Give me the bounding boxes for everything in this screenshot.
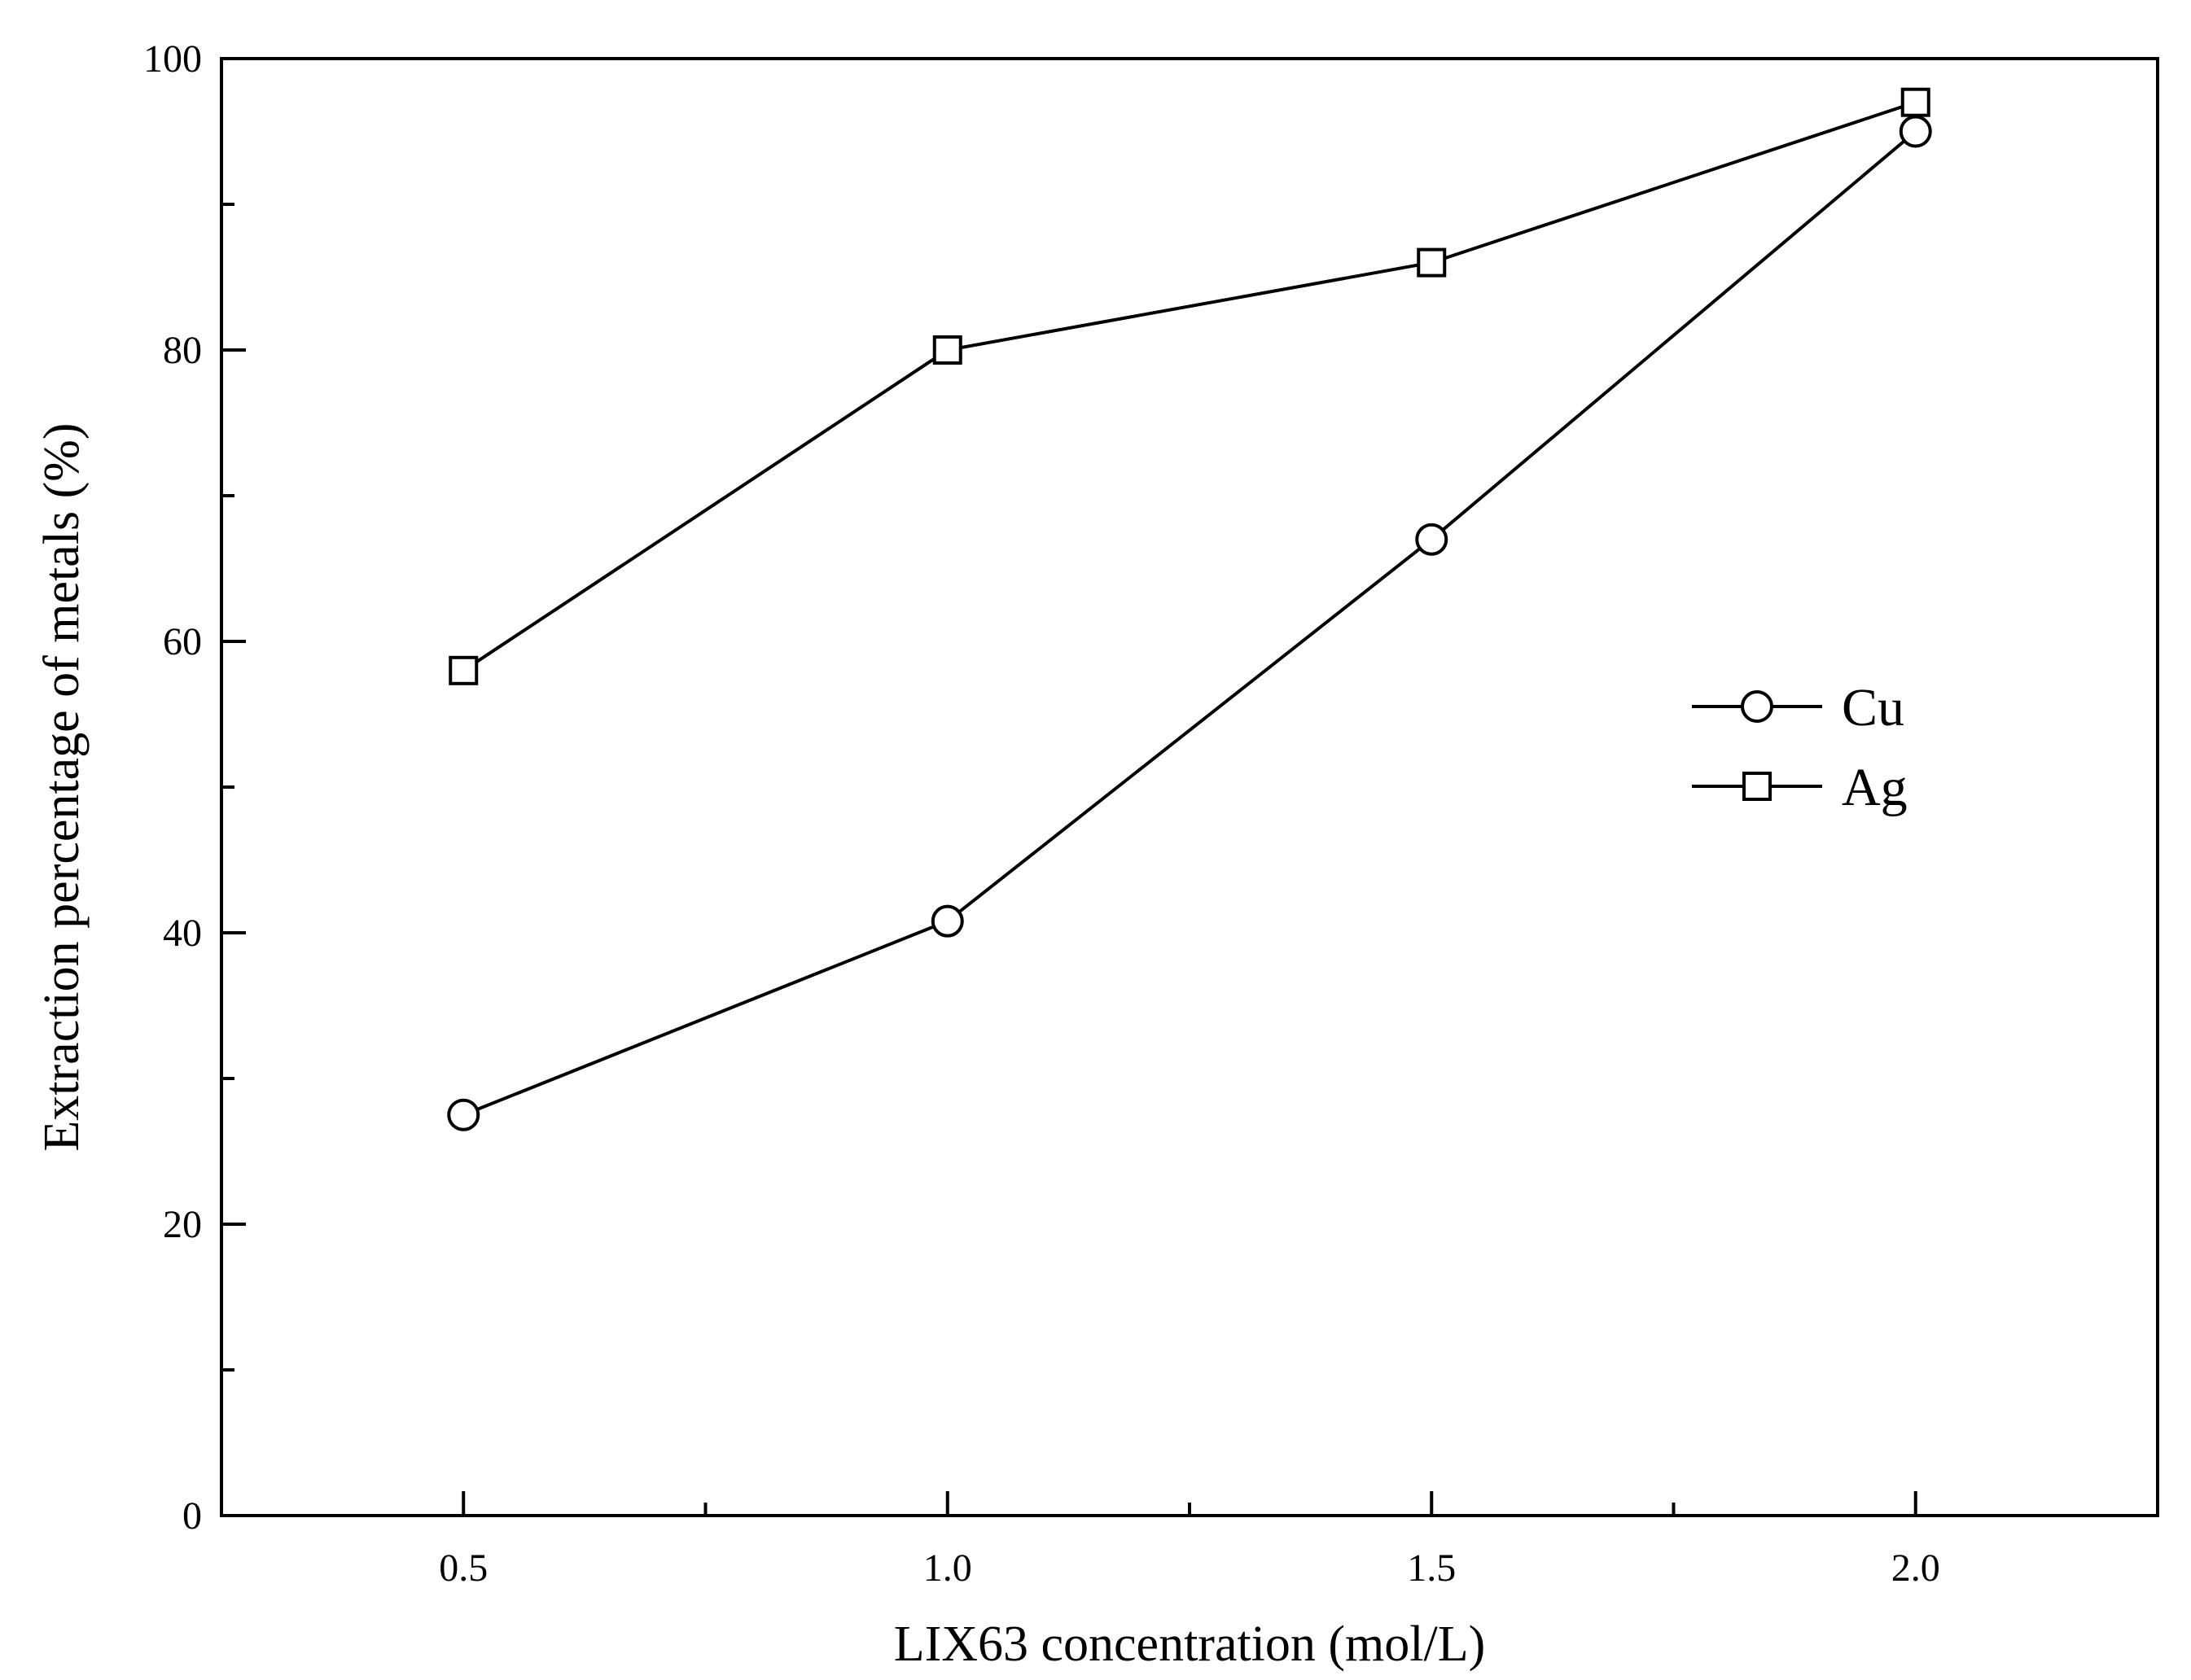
y-tick-label: 80 [163, 329, 202, 372]
data-point-cu [1415, 523, 1448, 556]
series-lines [462, 100, 1917, 1117]
x-tick-label: 1.0 [923, 1547, 972, 1590]
legend: Cu Ag [1692, 678, 1908, 817]
data-point-ag [1417, 247, 1447, 278]
data-point-ag [932, 335, 962, 365]
data-point-cu [447, 1098, 480, 1131]
y-tick-label: 100 [143, 37, 202, 81]
y-tick-label: 60 [163, 620, 202, 663]
x-tick-label: 0.5 [439, 1547, 488, 1590]
series-line-ag [462, 100, 1917, 672]
data-point-cu [931, 904, 964, 938]
series-markers [447, 87, 1932, 1131]
data-point-ag [449, 655, 479, 685]
legend-marker-cu [1741, 690, 1773, 723]
y-tick-label: 40 [163, 912, 202, 955]
x-axis-title: LIX63 concentration (mol/L) [894, 1617, 1486, 1672]
x-tick-label: 1.5 [1407, 1547, 1456, 1590]
legend-label-cu: Cu [1842, 678, 1904, 737]
y-axis-title: Extraction percentage of metals (%) [34, 422, 90, 1151]
legend-marker-ag [1742, 772, 1772, 801]
y-tick-label: 0 [182, 1494, 202, 1538]
y-tick-label: 20 [163, 1203, 202, 1246]
legend-label-ag: Ag [1842, 758, 1908, 817]
series-line-cu [462, 129, 1917, 1117]
axis-ticks [221, 57, 1917, 1517]
data-point-ag [1900, 87, 1930, 117]
axis-tick-labels: 0.5 1.0 1.5 2.0 0 20 40 60 80 100 [143, 37, 1940, 1590]
x-tick-label: 2.0 [1891, 1547, 1940, 1590]
data-point-cu [1899, 115, 1932, 148]
